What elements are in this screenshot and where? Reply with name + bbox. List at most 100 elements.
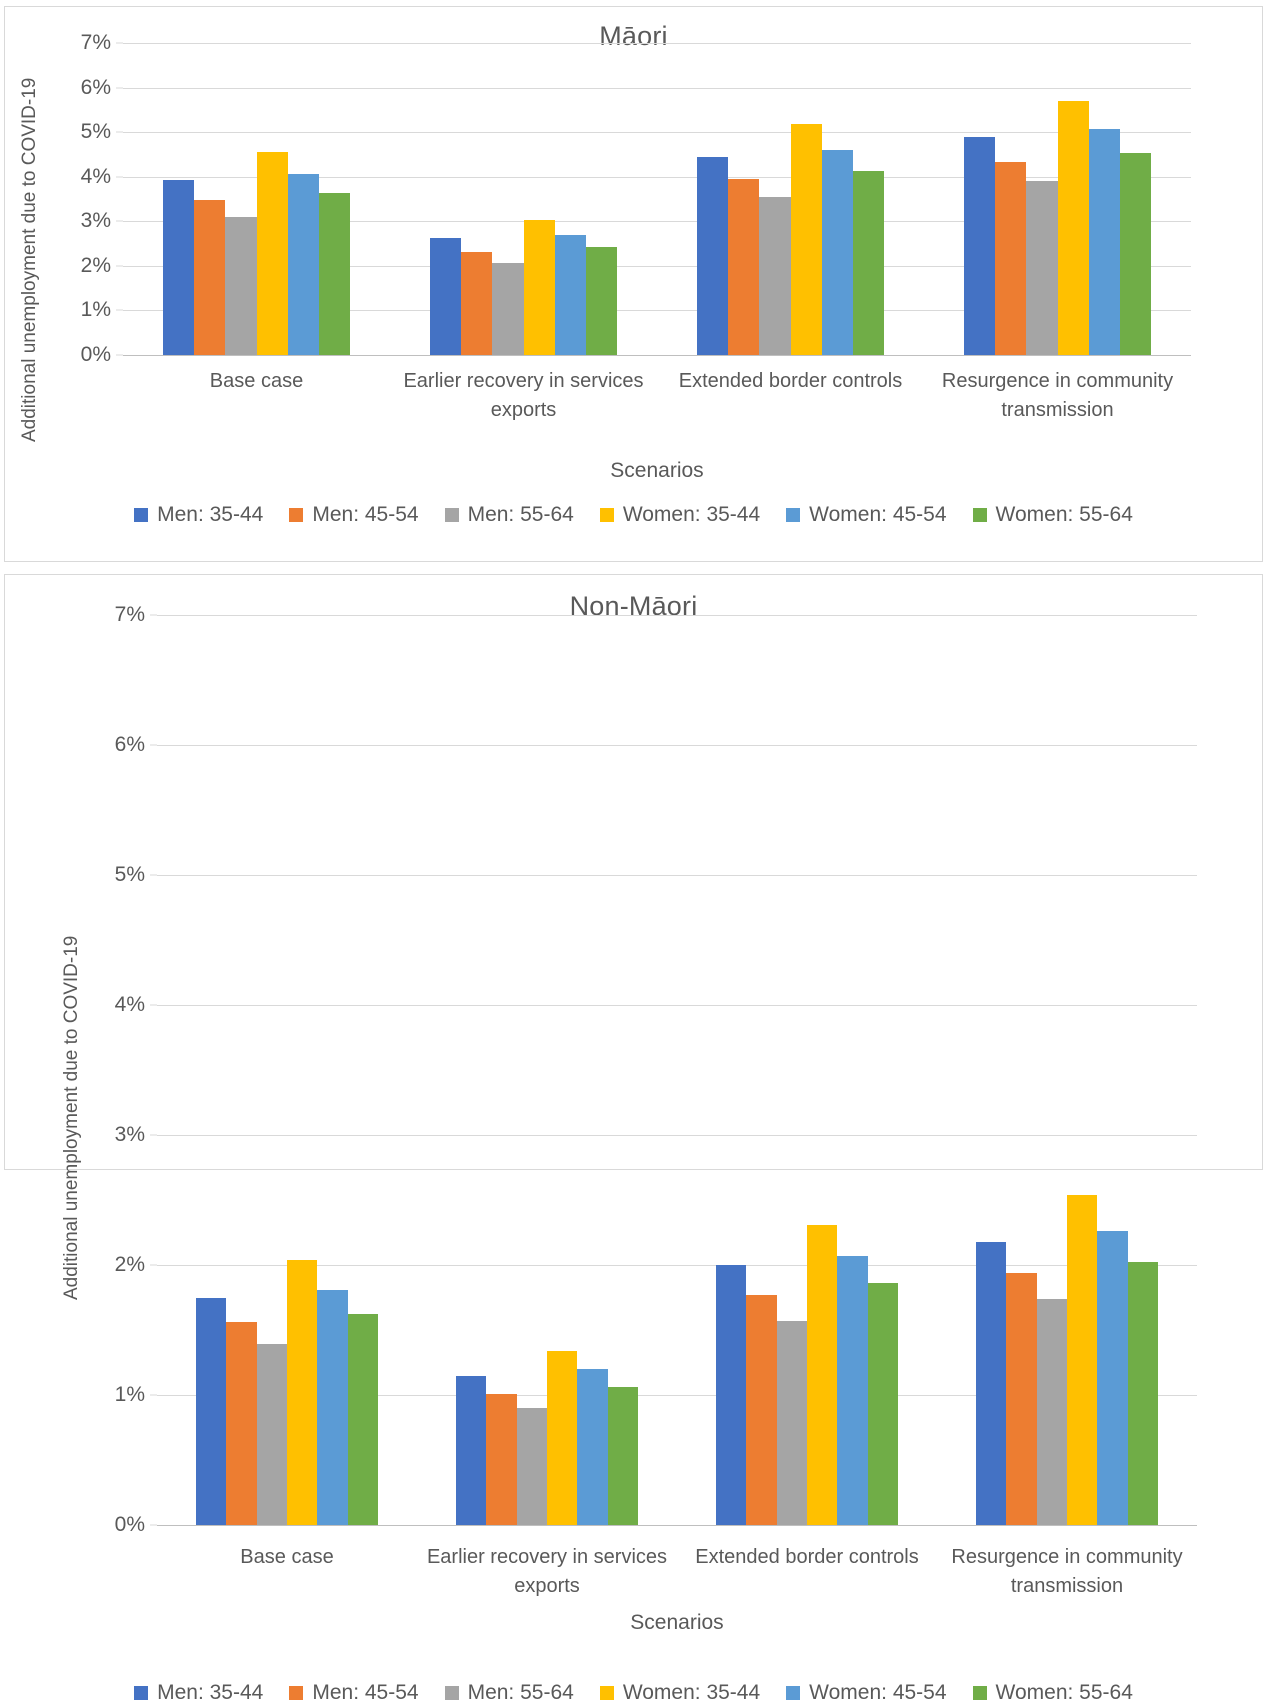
figure-container: Māori Additional unemployment due to COV…	[4, 6, 1263, 1704]
bar[interactable]	[852, 171, 884, 355]
bar[interactable]	[1097, 1231, 1128, 1525]
bar[interactable]	[226, 1322, 257, 1525]
bar[interactable]	[806, 1224, 838, 1525]
y-tick-mark	[116, 87, 123, 89]
bar[interactable]	[546, 1350, 578, 1525]
gridline	[123, 221, 1191, 223]
bar[interactable]	[430, 238, 462, 355]
y-tick-mark	[116, 354, 123, 356]
y-tick-mark	[150, 874, 157, 876]
bar[interactable]	[697, 157, 729, 355]
bar-group-inner	[697, 43, 884, 355]
bar[interactable]	[577, 1369, 608, 1525]
bar[interactable]	[317, 1289, 348, 1525]
bar[interactable]	[1066, 1194, 1098, 1525]
y-tick-mark	[150, 1394, 157, 1396]
bar-group-inner	[430, 43, 617, 355]
bar[interactable]	[821, 149, 853, 355]
bar[interactable]	[1026, 181, 1058, 355]
y-tick-mark	[150, 1004, 157, 1006]
gridline	[123, 176, 1191, 178]
bar[interactable]	[976, 1241, 1007, 1525]
gridline	[157, 615, 1197, 616]
bar[interactable]	[486, 1393, 517, 1525]
bar[interactable]	[607, 1387, 638, 1525]
legend-item[interactable]: Women: 35-44	[599, 1681, 761, 1705]
gridline	[157, 1135, 1197, 1136]
y-tick-mark	[116, 176, 123, 178]
legend-item[interactable]: Men: 55-64	[444, 1681, 574, 1705]
legend-item[interactable]: Men: 45-54	[289, 1681, 419, 1705]
bar[interactable]	[287, 174, 319, 355]
bar[interactable]	[256, 152, 288, 355]
legend-item[interactable]: Men: 45-54	[289, 503, 419, 527]
y-tick-mark	[150, 1524, 157, 1526]
y-tick-label: 5%	[80, 120, 111, 144]
legend-maori: Men: 35-44 Men: 45-54 Men: 55-64 Women: 35-…	[5, 503, 1262, 527]
bar[interactable]	[456, 1375, 487, 1525]
bar-groups-nonmaori	[157, 615, 1197, 1525]
bar[interactable]	[196, 1297, 227, 1525]
bar[interactable]	[790, 123, 822, 355]
bar[interactable]	[1127, 1262, 1158, 1525]
bar[interactable]	[194, 200, 226, 355]
bar[interactable]	[867, 1283, 898, 1525]
bar[interactable]	[492, 262, 524, 355]
x-axis-category-label: Extended border controls	[695, 1546, 919, 1568]
bar[interactable]	[1119, 152, 1151, 355]
bar[interactable]	[1036, 1298, 1067, 1525]
legend-item[interactable]: Men: 55-64	[444, 503, 574, 527]
bar[interactable]	[995, 162, 1027, 355]
legend-swatch-icon	[289, 1686, 304, 1700]
bar[interactable]	[716, 1265, 747, 1525]
legend-item[interactable]: Men: 35-44	[134, 503, 263, 527]
x-axis-category-label: Earlier recovery in services exports	[403, 370, 644, 421]
bar-group	[924, 43, 1191, 355]
bar[interactable]	[1006, 1272, 1037, 1525]
bar[interactable]	[163, 180, 195, 355]
bar[interactable]	[225, 216, 257, 355]
gridline	[157, 745, 1197, 746]
x-axis-category-label: Base case	[209, 370, 304, 392]
y-tick-label: 5%	[114, 863, 145, 886]
legend-label: Women: 35-44	[622, 1681, 761, 1704]
y-tick-label: 0%	[114, 1513, 145, 1536]
bar[interactable]	[728, 178, 760, 355]
bar[interactable]	[964, 137, 996, 355]
bar[interactable]	[585, 246, 617, 355]
bar[interactable]	[554, 235, 586, 355]
legend-item[interactable]: Men: 35-44	[134, 1681, 263, 1705]
bar[interactable]	[516, 1408, 547, 1525]
bar[interactable]	[523, 219, 555, 355]
legend-item[interactable]: Women: 45-54	[786, 503, 947, 527]
bar[interactable]	[318, 193, 350, 355]
bar[interactable]	[746, 1294, 777, 1525]
bar-group	[657, 43, 924, 355]
x-axis-category-label: Extended border controls	[678, 370, 903, 392]
bar[interactable]	[837, 1255, 868, 1525]
bar[interactable]	[256, 1344, 287, 1525]
bar[interactable]	[776, 1320, 807, 1525]
chart-title-nonmaori: Non-Māori	[569, 591, 698, 621]
x-axis-category-label: Resurgence in community transmission	[941, 370, 1174, 421]
legend-label: Women: 45-54	[809, 503, 947, 526]
bar[interactable]	[347, 1314, 378, 1525]
legend-item[interactable]: Women: 55-64	[972, 503, 1133, 527]
bar-group-inner	[196, 615, 378, 1525]
legend-item[interactable]: Women: 55-64	[972, 1681, 1133, 1705]
bar-group-inner	[456, 615, 638, 1525]
gridline	[157, 875, 1197, 876]
bar[interactable]	[1088, 129, 1120, 355]
y-tick-label: 6%	[114, 733, 145, 756]
legend-swatch-icon	[972, 508, 987, 522]
bar[interactable]	[461, 252, 493, 355]
legend-item[interactable]: Women: 35-44	[599, 503, 760, 527]
legend-label: Men: 35-44	[157, 1681, 264, 1704]
legend-label: Men: 45-54	[312, 503, 419, 526]
gridline	[123, 87, 1191, 89]
legend-item[interactable]: Women: 45-54	[786, 1681, 947, 1705]
bar[interactable]	[1057, 100, 1089, 355]
bar[interactable]	[759, 197, 791, 355]
bar[interactable]	[286, 1259, 318, 1525]
y-tick-mark	[116, 220, 123, 222]
